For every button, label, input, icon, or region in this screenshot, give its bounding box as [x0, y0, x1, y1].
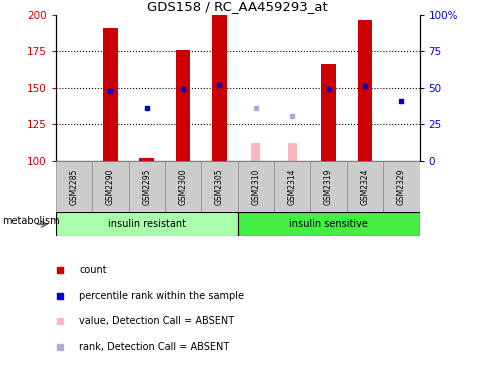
Text: GSM2295: GSM2295 — [142, 168, 151, 205]
Bar — [287, 143, 296, 161]
Bar — [346, 161, 382, 212]
Text: GSM2290: GSM2290 — [106, 168, 115, 205]
Bar — [56, 212, 237, 236]
Text: GSM2319: GSM2319 — [323, 168, 333, 205]
Title: GDS158 / RC_AA459293_at: GDS158 / RC_AA459293_at — [147, 0, 327, 14]
Text: insulin resistant: insulin resistant — [107, 219, 185, 229]
Text: GSM2300: GSM2300 — [178, 168, 187, 205]
Text: percentile rank within the sample: percentile rank within the sample — [79, 291, 244, 301]
Text: metabolism: metabolism — [2, 216, 60, 225]
Text: count: count — [79, 265, 106, 275]
Text: GSM2314: GSM2314 — [287, 168, 296, 205]
Bar — [165, 161, 201, 212]
Bar — [273, 161, 310, 212]
Text: GSM2305: GSM2305 — [214, 168, 224, 205]
Bar — [237, 161, 273, 212]
Bar — [92, 161, 128, 212]
Bar — [251, 143, 259, 161]
Bar — [56, 161, 92, 212]
Text: GSM2285: GSM2285 — [69, 168, 78, 205]
Bar — [201, 161, 237, 212]
Bar — [103, 28, 117, 161]
Bar — [212, 15, 226, 161]
Bar — [128, 161, 165, 212]
Text: GSM2329: GSM2329 — [396, 168, 405, 205]
Text: value, Detection Call = ABSENT: value, Detection Call = ABSENT — [79, 317, 234, 326]
Bar — [175, 50, 190, 161]
Bar — [382, 161, 419, 212]
Text: rank, Detection Call = ABSENT: rank, Detection Call = ABSENT — [79, 342, 229, 352]
Bar — [139, 158, 154, 161]
Bar — [320, 64, 335, 161]
Bar — [237, 212, 419, 236]
Bar — [357, 20, 371, 161]
Text: insulin sensitive: insulin sensitive — [288, 219, 367, 229]
Text: GSM2324: GSM2324 — [360, 168, 369, 205]
Text: GSM2310: GSM2310 — [251, 168, 260, 205]
Bar — [310, 161, 346, 212]
